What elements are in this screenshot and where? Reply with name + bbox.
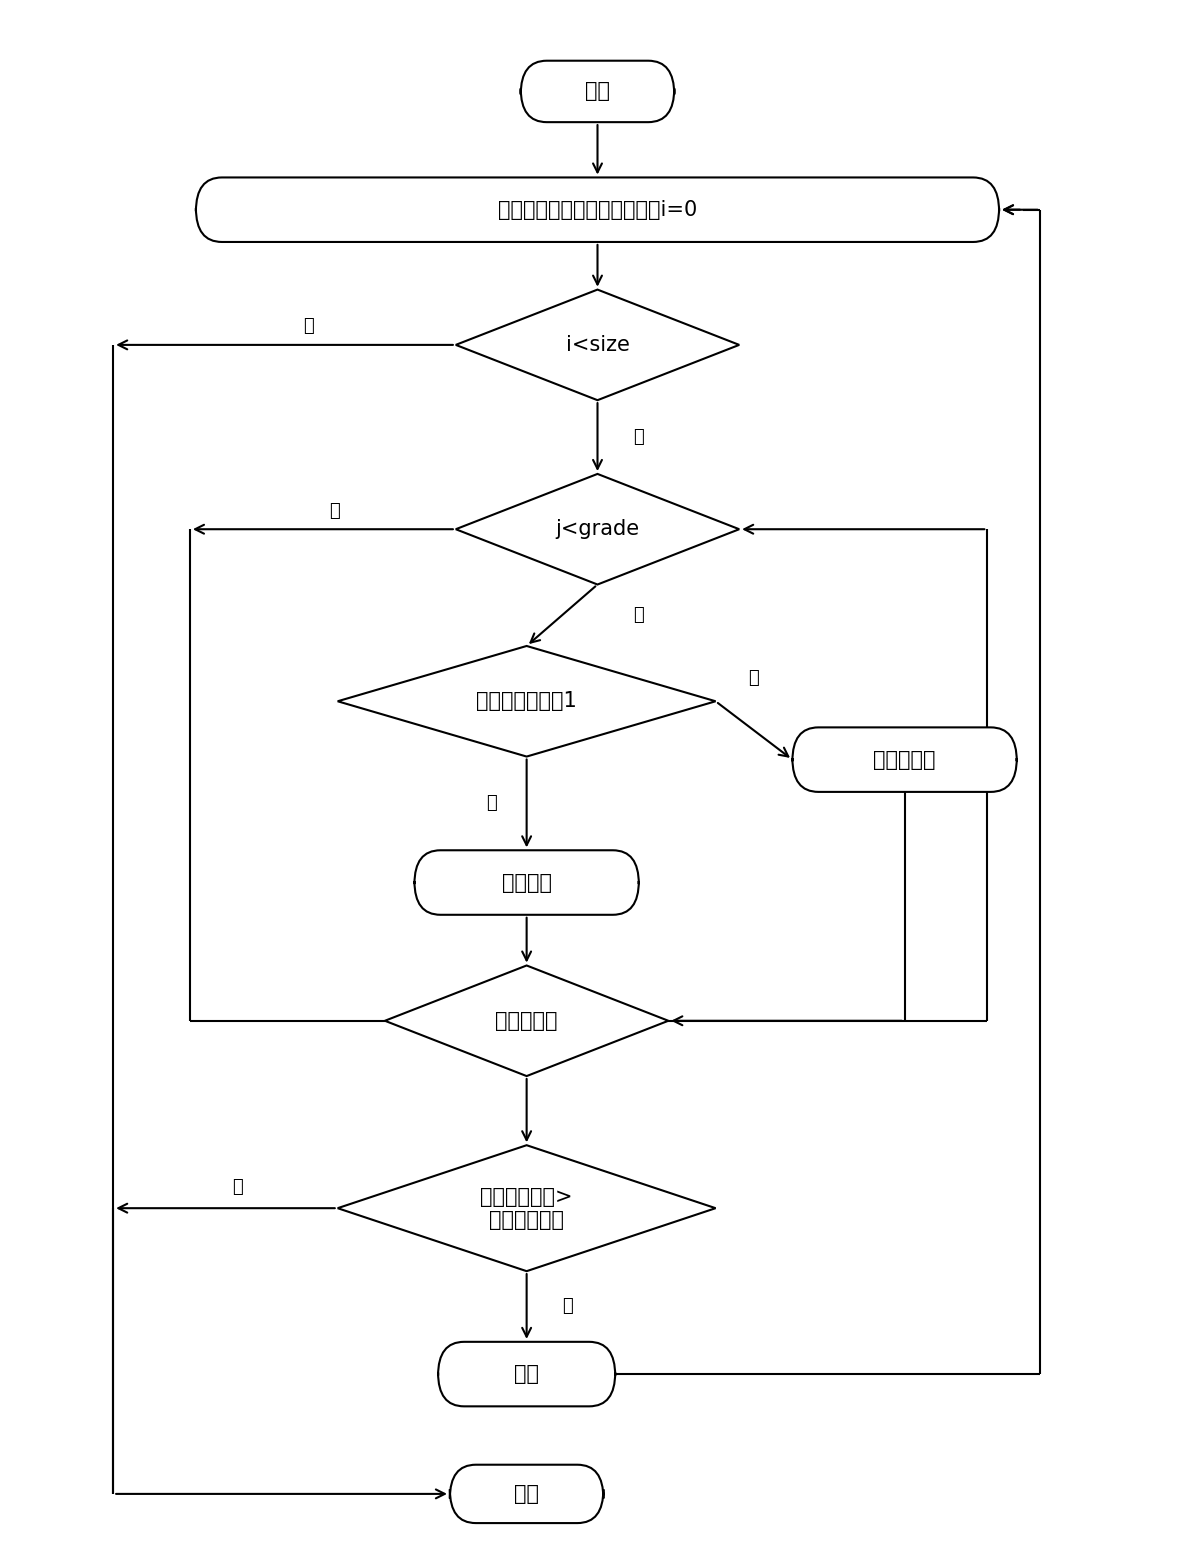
FancyBboxPatch shape: [196, 177, 999, 242]
Text: 结束: 结束: [514, 1483, 539, 1504]
Polygon shape: [338, 646, 716, 756]
Text: 是: 是: [633, 606, 644, 625]
FancyBboxPatch shape: [415, 851, 639, 914]
Text: 否: 否: [302, 318, 313, 335]
Text: 否: 否: [486, 795, 497, 812]
FancyBboxPatch shape: [449, 1465, 603, 1524]
Text: 序号的最高位为1: 序号的最高位为1: [477, 691, 577, 711]
Text: 是: 是: [563, 1297, 574, 1316]
Text: 序号左移: 序号左移: [502, 873, 552, 893]
Polygon shape: [385, 966, 668, 1076]
Text: 变换后的序号>
变换前的序号: 变换后的序号> 变换前的序号: [480, 1187, 572, 1229]
Text: 变换: 变换: [514, 1364, 539, 1384]
Text: i<size: i<size: [565, 335, 630, 355]
Text: j<grade: j<grade: [556, 519, 639, 539]
FancyBboxPatch shape: [792, 727, 1017, 792]
Polygon shape: [455, 474, 740, 584]
Text: 保存变换值: 保存变换值: [496, 1011, 558, 1031]
Polygon shape: [455, 290, 740, 400]
FancyBboxPatch shape: [439, 1342, 615, 1406]
Text: 获取二进制表示的最大位数，i=0: 获取二进制表示的最大位数，i=0: [498, 200, 697, 220]
Polygon shape: [338, 1145, 716, 1271]
Text: 否: 否: [232, 1178, 243, 1195]
Text: 开始: 开始: [586, 82, 609, 101]
Text: 保存最高位: 保存最高位: [874, 750, 936, 770]
Text: 否: 否: [330, 502, 341, 519]
FancyBboxPatch shape: [521, 60, 674, 122]
Text: 是: 是: [633, 428, 644, 446]
Text: 是: 是: [748, 670, 759, 687]
